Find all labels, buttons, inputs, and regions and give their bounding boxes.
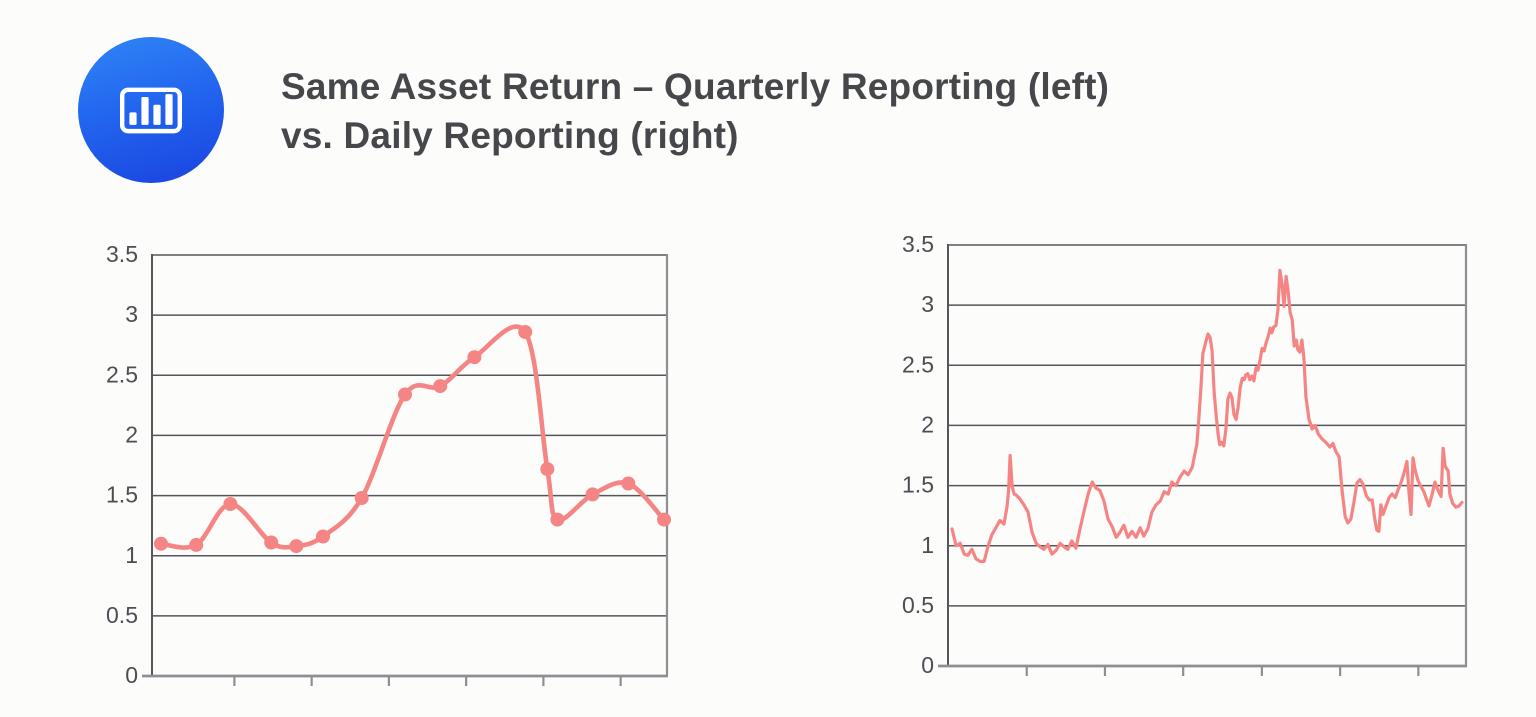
- svg-text:1.5: 1.5: [106, 482, 138, 508]
- svg-text:0: 0: [125, 662, 138, 688]
- gridlines: [948, 244, 1466, 607]
- quarterly-reporting-line: [158, 324, 667, 550]
- daily-reporting-chart: 3.5 3 2.5 2 1.5 1 0.5 0: [902, 231, 1468, 678]
- svg-text:3: 3: [125, 301, 138, 327]
- svg-text:3: 3: [921, 291, 934, 317]
- bar-chart-icon-glyph: [119, 87, 183, 134]
- svg-text:2.5: 2.5: [902, 351, 934, 377]
- x-axis-ticks: [233, 676, 622, 686]
- svg-text:0.5: 0.5: [902, 592, 934, 618]
- svg-text:3.5: 3.5: [106, 241, 138, 267]
- svg-text:0: 0: [921, 652, 934, 678]
- svg-text:0.5: 0.5: [106, 602, 138, 628]
- svg-text:1: 1: [921, 532, 934, 558]
- figure-title-line-1: Same Asset Return – Quarterly Reporting …: [281, 66, 1110, 107]
- figure-title-line-2: vs. Daily Reporting (right): [281, 115, 739, 156]
- quarterly-reporting-chart: 3.5 3 2.5 2 1.5 1 0.5 0: [106, 241, 671, 688]
- x-axis-ticks: [1025, 666, 1420, 676]
- svg-text:2.5: 2.5: [106, 361, 138, 387]
- svg-text:1.5: 1.5: [902, 472, 934, 498]
- figure-title: Same Asset Return – Quarterly Reporting …: [281, 62, 1109, 160]
- daily-reporting-line: [950, 268, 1464, 563]
- svg-text:2: 2: [125, 422, 138, 448]
- svg-text:1: 1: [125, 542, 138, 568]
- svg-text:2: 2: [921, 412, 934, 438]
- y-axis-labels: 3.5 3 2.5 2 1.5 1 0.5 0: [902, 231, 934, 678]
- svg-text:3.5: 3.5: [902, 231, 934, 257]
- bar-chart-icon: [78, 37, 224, 183]
- gridlines: [152, 254, 667, 617]
- y-axis-labels: 3.5 3 2.5 2 1.5 1 0.5 0: [106, 241, 138, 688]
- data-point-markers: [154, 325, 671, 554]
